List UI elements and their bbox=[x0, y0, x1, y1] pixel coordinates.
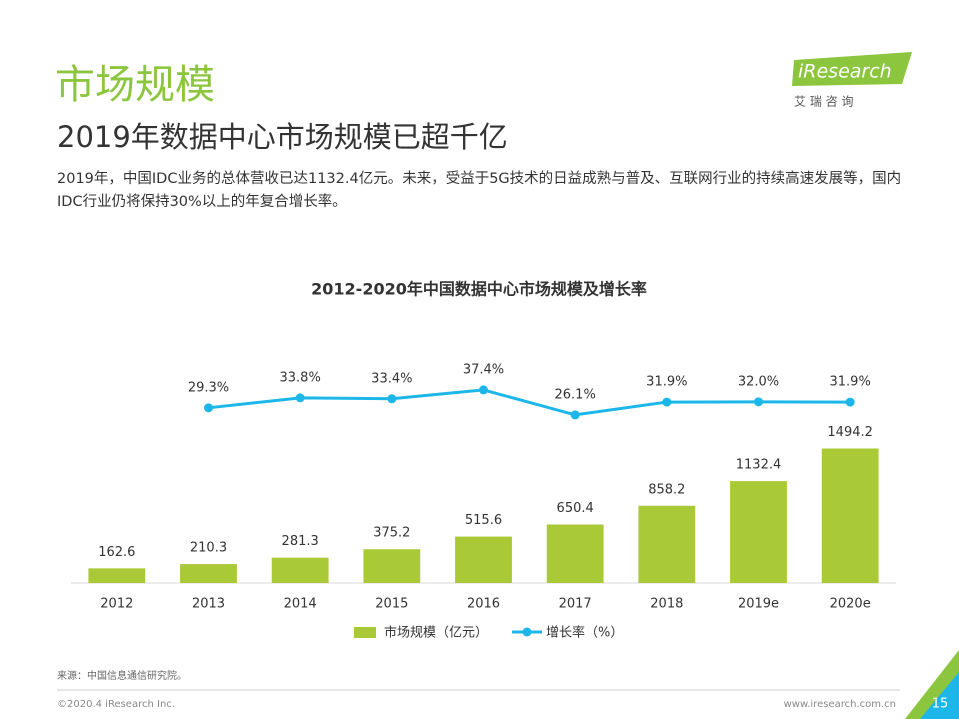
legend-swatch bbox=[354, 627, 376, 638]
x-tick-label: 2016 bbox=[467, 597, 500, 612]
bar-label: 650.4 bbox=[557, 501, 594, 516]
source: 来源：中国信息通信研究院。 bbox=[57, 669, 187, 682]
x-tick-label: 2019e bbox=[738, 597, 779, 612]
line-label: 33.8% bbox=[280, 370, 321, 385]
legend-swatch bbox=[522, 627, 532, 637]
bar bbox=[821, 448, 879, 583]
slide-subtitle: 2019年数据中心市场规模已超千亿 bbox=[57, 120, 508, 154]
x-tick-label: 2012 bbox=[100, 597, 133, 612]
bar-label: 375.2 bbox=[373, 526, 410, 541]
logo: iResearch 艾 瑞 咨 询 bbox=[792, 52, 912, 109]
bar-label: 515.6 bbox=[465, 513, 502, 528]
line-point bbox=[845, 397, 855, 407]
line-label: 37.4% bbox=[463, 362, 504, 377]
bar bbox=[88, 568, 146, 583]
bar bbox=[730, 481, 787, 583]
line-label: 29.3% bbox=[188, 380, 229, 395]
bar bbox=[638, 505, 696, 583]
logo-name: iResearch bbox=[798, 61, 892, 83]
bar bbox=[546, 524, 604, 583]
line-label: 33.4% bbox=[371, 371, 412, 386]
x-tick-label: 2015 bbox=[375, 597, 408, 612]
line bbox=[208, 388, 851, 417]
legend-label: 市场规模（亿元） bbox=[384, 625, 488, 641]
x-tick-label: 2013 bbox=[192, 597, 225, 612]
copyright: ©2020.4 iResearch Inc. bbox=[57, 699, 175, 710]
bar bbox=[271, 557, 329, 583]
x-tick-label: 2020e bbox=[830, 597, 871, 612]
bar-label: 1494.2 bbox=[827, 425, 873, 440]
line-point bbox=[387, 394, 397, 404]
x-tick-label: 2018 bbox=[650, 597, 683, 612]
line-point bbox=[570, 410, 580, 420]
logo-subtitle: 艾 瑞 咨 询 bbox=[794, 94, 853, 109]
bar-label: 210.3 bbox=[190, 541, 227, 556]
x-tick-label: 2014 bbox=[284, 597, 317, 612]
description: 2019年，中国IDC业务的总体营收已达1132.4亿元。未来，受益于5G技术的… bbox=[57, 171, 902, 210]
bar bbox=[180, 564, 237, 583]
page-number: 15 bbox=[932, 697, 949, 712]
line-label: 32.0% bbox=[738, 374, 779, 389]
line-label: 31.9% bbox=[646, 375, 687, 390]
line-point bbox=[754, 397, 763, 407]
bar-label: 858.2 bbox=[648, 482, 685, 497]
logo-shape bbox=[792, 52, 912, 86]
line-label: 31.9% bbox=[830, 375, 871, 390]
line-point bbox=[479, 385, 488, 395]
line-point bbox=[204, 403, 213, 413]
bar-label: 162.6 bbox=[98, 545, 135, 560]
slide-title: 市场规模 bbox=[55, 62, 215, 108]
line-point bbox=[295, 393, 305, 403]
bar-label: 1132.4 bbox=[736, 458, 782, 473]
chart-title: 2012-2020年中国数据中心市场规模及增长率 bbox=[311, 280, 647, 299]
bar-label: 281.3 bbox=[282, 534, 319, 549]
bar bbox=[363, 549, 421, 583]
website: www.iresearch.com.cn bbox=[784, 699, 896, 710]
corner-decoration bbox=[920, 672, 959, 719]
line-label: 26.1% bbox=[555, 387, 596, 402]
legend-label: 增长率（%） bbox=[546, 625, 623, 641]
bar bbox=[455, 536, 512, 583]
line-point bbox=[662, 397, 672, 407]
x-tick-label: 2017 bbox=[559, 597, 592, 612]
